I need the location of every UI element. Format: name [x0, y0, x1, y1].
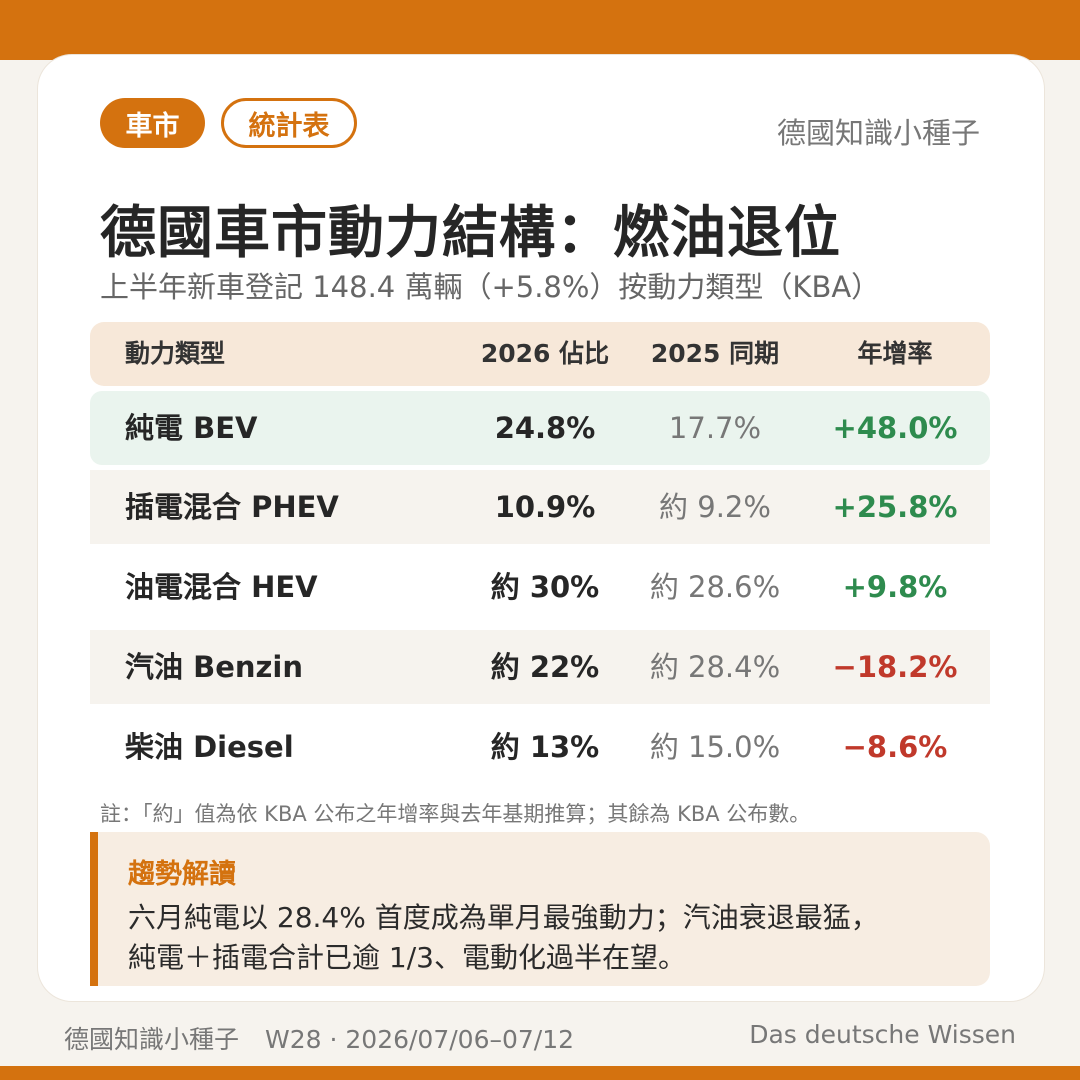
cell-type: 純電 BEV — [125, 411, 258, 445]
cell-share-2025: 17.7% — [668, 411, 762, 445]
cell-share-2026: 24.8% — [494, 411, 596, 445]
cell-share-2026: 10.9% — [494, 490, 596, 524]
cell-share-2025: 約 28.4% — [649, 650, 781, 684]
trend-box: 趨勢解讀 六月純電以 28.4% 首度成為單月最強動力；汽油衰退最猛， 純電＋插… — [90, 832, 990, 986]
footer-tagline: Das deutsche Wissen — [749, 1020, 1016, 1049]
cell-yoy: +9.8% — [842, 570, 948, 604]
cell-type: 柴油 Diesel — [125, 730, 294, 764]
page-subtitle: 上半年新車登記 148.4 萬輛（+5.8%）按動力類型（KBA） — [100, 270, 881, 304]
cell-share-2025: 約 9.2% — [659, 490, 771, 524]
table-row-phev: 插電混合 PHEV 10.9% 約 9.2% +25.8% — [90, 470, 990, 544]
page-title: 德國車市動力結構：燃油退位 — [100, 201, 841, 266]
cell-share-2026: 約 22% — [490, 650, 600, 684]
cell-yoy: +25.8% — [832, 490, 958, 524]
bottom-accent-bar — [0, 1066, 1080, 1080]
cell-yoy: −18.2% — [832, 650, 958, 684]
top-accent-bar — [0, 0, 1080, 60]
column-header-2025: 2025 同期 — [650, 339, 780, 368]
trend-title: 趨勢解讀 — [128, 859, 236, 890]
cell-type: 汽油 Benzin — [125, 650, 303, 684]
column-header-type: 動力類型 — [125, 339, 226, 368]
cell-type: 油電混合 HEV — [125, 570, 318, 604]
trend-text-line: 六月純電以 28.4% 首度成為單月最強動力；汽油衰退最猛， — [128, 901, 879, 934]
table-header: 動力類型 2026 佔比 2025 同期 年增率 — [90, 322, 990, 386]
table-note: 註：「約」值為依 KBA 公布之年增率與去年基期推算；其餘為 KBA 公布數。 — [100, 802, 811, 826]
table-row-hev: 油電混合 HEV 約 30% 約 28.6% +9.8% — [90, 550, 990, 624]
cell-type: 插電混合 PHEV — [125, 490, 339, 524]
trend-text-line: 純電＋插電合計已逾 1/3、電動化過半在望。 — [128, 941, 686, 974]
table-row-bev: 純電 BEV 24.8% 17.7% +48.0% — [90, 391, 990, 465]
brand-name: 德國知識小種子 — [776, 116, 980, 150]
tag-statistics[interactable]: 統計表 — [221, 98, 357, 148]
cell-share-2025: 約 15.0% — [649, 730, 781, 764]
cell-share-2026: 約 13% — [490, 730, 600, 764]
footer-brand: 德國知識小種子 — [64, 1025, 240, 1054]
cell-share-2025: 約 28.6% — [649, 570, 781, 604]
column-header-yoy: 年增率 — [857, 339, 933, 368]
table-row-diesel: 柴油 Diesel 約 13% 約 15.0% −8.6% — [90, 710, 990, 784]
footer-left: 德國知識小種子 W28 · 2026/07/06–07/12 — [64, 1020, 574, 1056]
cell-yoy: +48.0% — [832, 411, 958, 445]
column-header-2026: 2026 佔比 — [480, 339, 610, 368]
cell-yoy: −8.6% — [842, 730, 948, 764]
footer-week: W28 · 2026/07/06–07/12 — [265, 1025, 575, 1054]
cell-share-2026: 約 30% — [490, 570, 600, 604]
table-row-benzin: 汽油 Benzin 約 22% 約 28.4% −18.2% — [90, 630, 990, 704]
tag-car-market[interactable]: 車市 — [100, 98, 205, 148]
